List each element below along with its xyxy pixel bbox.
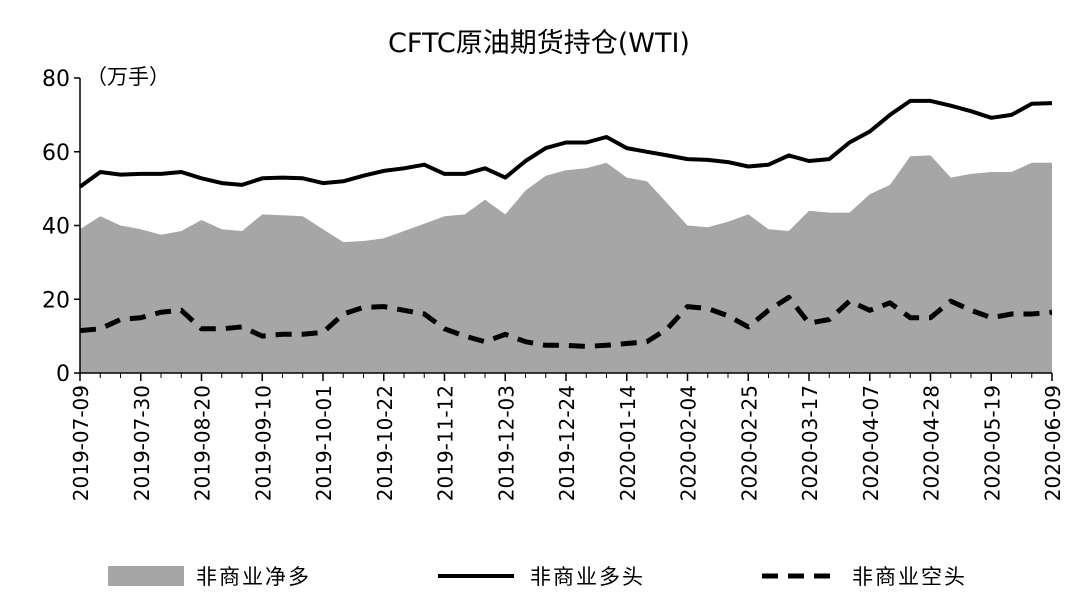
x-tick-label: 2020-02-04 (677, 385, 701, 501)
x-tick-label: 2019-07-30 (130, 385, 154, 501)
x-tick-label: 2019-08-20 (191, 385, 215, 501)
x-tick-label: 2019-09-10 (251, 385, 275, 501)
x-tick-label: 2020-02-25 (737, 385, 761, 501)
plot-area (78, 98, 1053, 373)
x-tick-label: 2019-11-12 (434, 385, 458, 501)
y-tick-label: 20 (42, 288, 70, 313)
legend-swatch-net-long (108, 566, 184, 586)
series-line-long (78, 98, 1053, 189)
unit-label: （万手） (86, 65, 170, 89)
x-tick-label: 2020-03-17 (798, 385, 822, 501)
x-tick-label: 2019-12-24 (555, 385, 579, 501)
legend: 非商业净多 非商业多头 非商业空头 (108, 565, 967, 589)
x-tick-label: 2019-10-22 (373, 385, 397, 501)
y-tick-label: 0 (56, 362, 70, 387)
legend-label: 非商业净多 (196, 565, 311, 589)
x-tick-label: 2020-06-09 (1041, 385, 1065, 501)
axes: 0 20 40 60 80 2019-07-09 2019-07-30 2019-08-20 2… (42, 67, 1065, 501)
y-tick-label: 80 (42, 67, 70, 92)
x-tick-label: 2020-04-07 (859, 385, 883, 501)
series-line-short (79, 294, 1053, 349)
x-tick-label: 2019-12-03 (494, 385, 518, 501)
x-tick-label: 2020-04-28 (920, 385, 944, 501)
series-area-net-long (80, 155, 1052, 373)
legend-label: 非商业多头 (530, 565, 645, 589)
y-tick-label: 40 (42, 215, 70, 240)
x-tick-label: 2020-01-14 (616, 385, 640, 501)
x-tick-label: 2019-07-09 (69, 385, 93, 501)
x-tick-label: 2019-10-01 (312, 385, 336, 501)
chart-title: CFTC原油期货持仓(WTI) (388, 28, 690, 59)
y-tick-label: 60 (42, 141, 70, 166)
legend-label: 非商业空头 (852, 565, 967, 589)
x-tick-label: 2020-05-19 (980, 385, 1004, 501)
